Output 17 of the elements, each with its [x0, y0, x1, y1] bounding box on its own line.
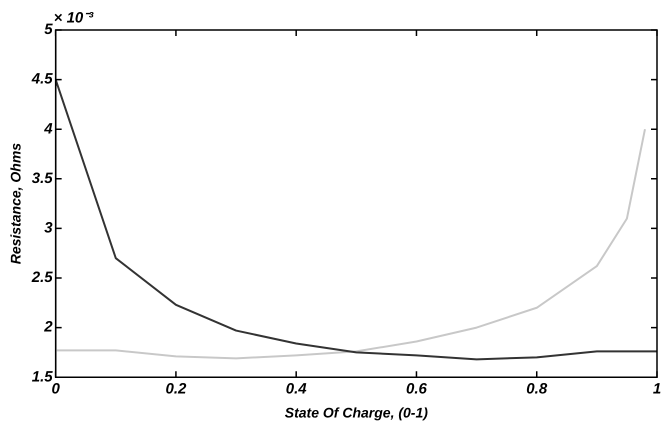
y-tick-label: 3.5 [32, 170, 54, 187]
x-tick-label: 0.4 [286, 380, 308, 398]
x-tick-label: 1 [652, 380, 662, 398]
y-tick-label: 3 [44, 220, 54, 237]
y-tick-label: 2.5 [30, 269, 54, 286]
x-axis-title: State Of Charge, (0-1) [284, 404, 428, 420]
x-tick-label: 0.6 [406, 380, 428, 398]
text: × 10⁻³ [54, 10, 94, 27]
y-tick-label: 5 [44, 21, 54, 38]
y-tick-label: 2 [43, 318, 54, 336]
x-tick-label: 0.8 [526, 380, 548, 398]
x-tick-label: 0.2 [165, 380, 187, 398]
y-axis-title: Resistance, Ohms [7, 142, 24, 264]
y-tick-label: 4 [43, 120, 54, 138]
y-tick-label: 1.5 [32, 368, 54, 386]
y-tick-label: 4.5 [30, 70, 54, 88]
x-tick-label: 0 [51, 380, 60, 398]
